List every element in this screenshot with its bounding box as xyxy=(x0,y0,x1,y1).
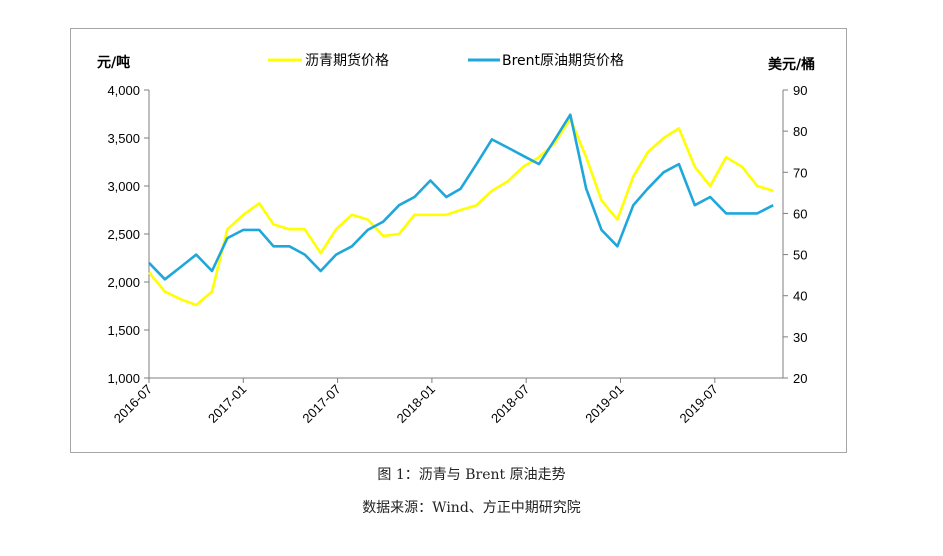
asphalt-price-line xyxy=(147,117,774,307)
right-tick-label: 90 xyxy=(793,83,807,98)
x-tick-label: 2018-07 xyxy=(488,382,532,426)
x-tick-label: 2019-01 xyxy=(582,382,626,426)
legend: 沥青期货价格 Brent原油期货价格 xyxy=(268,52,624,69)
right-tick-label: 70 xyxy=(793,165,807,180)
left-tick-label: 2,500 xyxy=(107,227,140,242)
right-tick-label: 20 xyxy=(793,371,807,386)
left-axis-ticks: 1,000 1,500 2,000 2,500 3,000 3,500 4,000 xyxy=(107,83,149,386)
right-tick-label: 50 xyxy=(793,248,807,263)
right-tick-label: 30 xyxy=(793,330,807,345)
x-tick-label: 2017-07 xyxy=(299,382,343,426)
legend-label-asphalt: 沥青期货价格 xyxy=(305,52,389,69)
left-tick-label: 3,500 xyxy=(107,131,140,146)
series-lines xyxy=(147,113,774,307)
figure-caption: 图 1：沥青与 Brent 原油走势 xyxy=(377,467,566,483)
chart-frame xyxy=(70,28,847,453)
figure-source: 数据来源：Wind、方正中期研究院 xyxy=(362,500,581,516)
x-tick-label: 2019-07 xyxy=(677,382,721,426)
x-tick-label: 2017-01 xyxy=(205,382,249,426)
right-tick-label: 60 xyxy=(793,206,807,221)
left-tick-label: 1,500 xyxy=(107,323,140,338)
left-tick-label: 1,000 xyxy=(107,371,140,386)
x-tick-label: 2018-01 xyxy=(394,382,438,426)
right-tick-label: 40 xyxy=(793,289,807,304)
axes xyxy=(148,90,784,379)
x-tick-label: 2016-07 xyxy=(111,382,155,426)
right-tick-label: 80 xyxy=(793,124,807,139)
brent-price-line xyxy=(148,113,774,281)
right-axis-title: 美元/桶 xyxy=(768,56,815,73)
x-axis-ticks: 2016-07 2017-01 2017-07 2018-01 2018-07 2019-… xyxy=(111,378,721,426)
left-tick-label: 4,000 xyxy=(107,83,140,98)
left-tick-label: 2,000 xyxy=(107,275,140,290)
legend-label-brent: Brent原油期货价格 xyxy=(502,52,624,69)
right-axis-ticks: 20 30 40 50 60 70 80 90 xyxy=(783,83,807,386)
left-tick-label: 3,000 xyxy=(107,179,140,194)
left-axis-title: 元/吨 xyxy=(97,54,130,71)
